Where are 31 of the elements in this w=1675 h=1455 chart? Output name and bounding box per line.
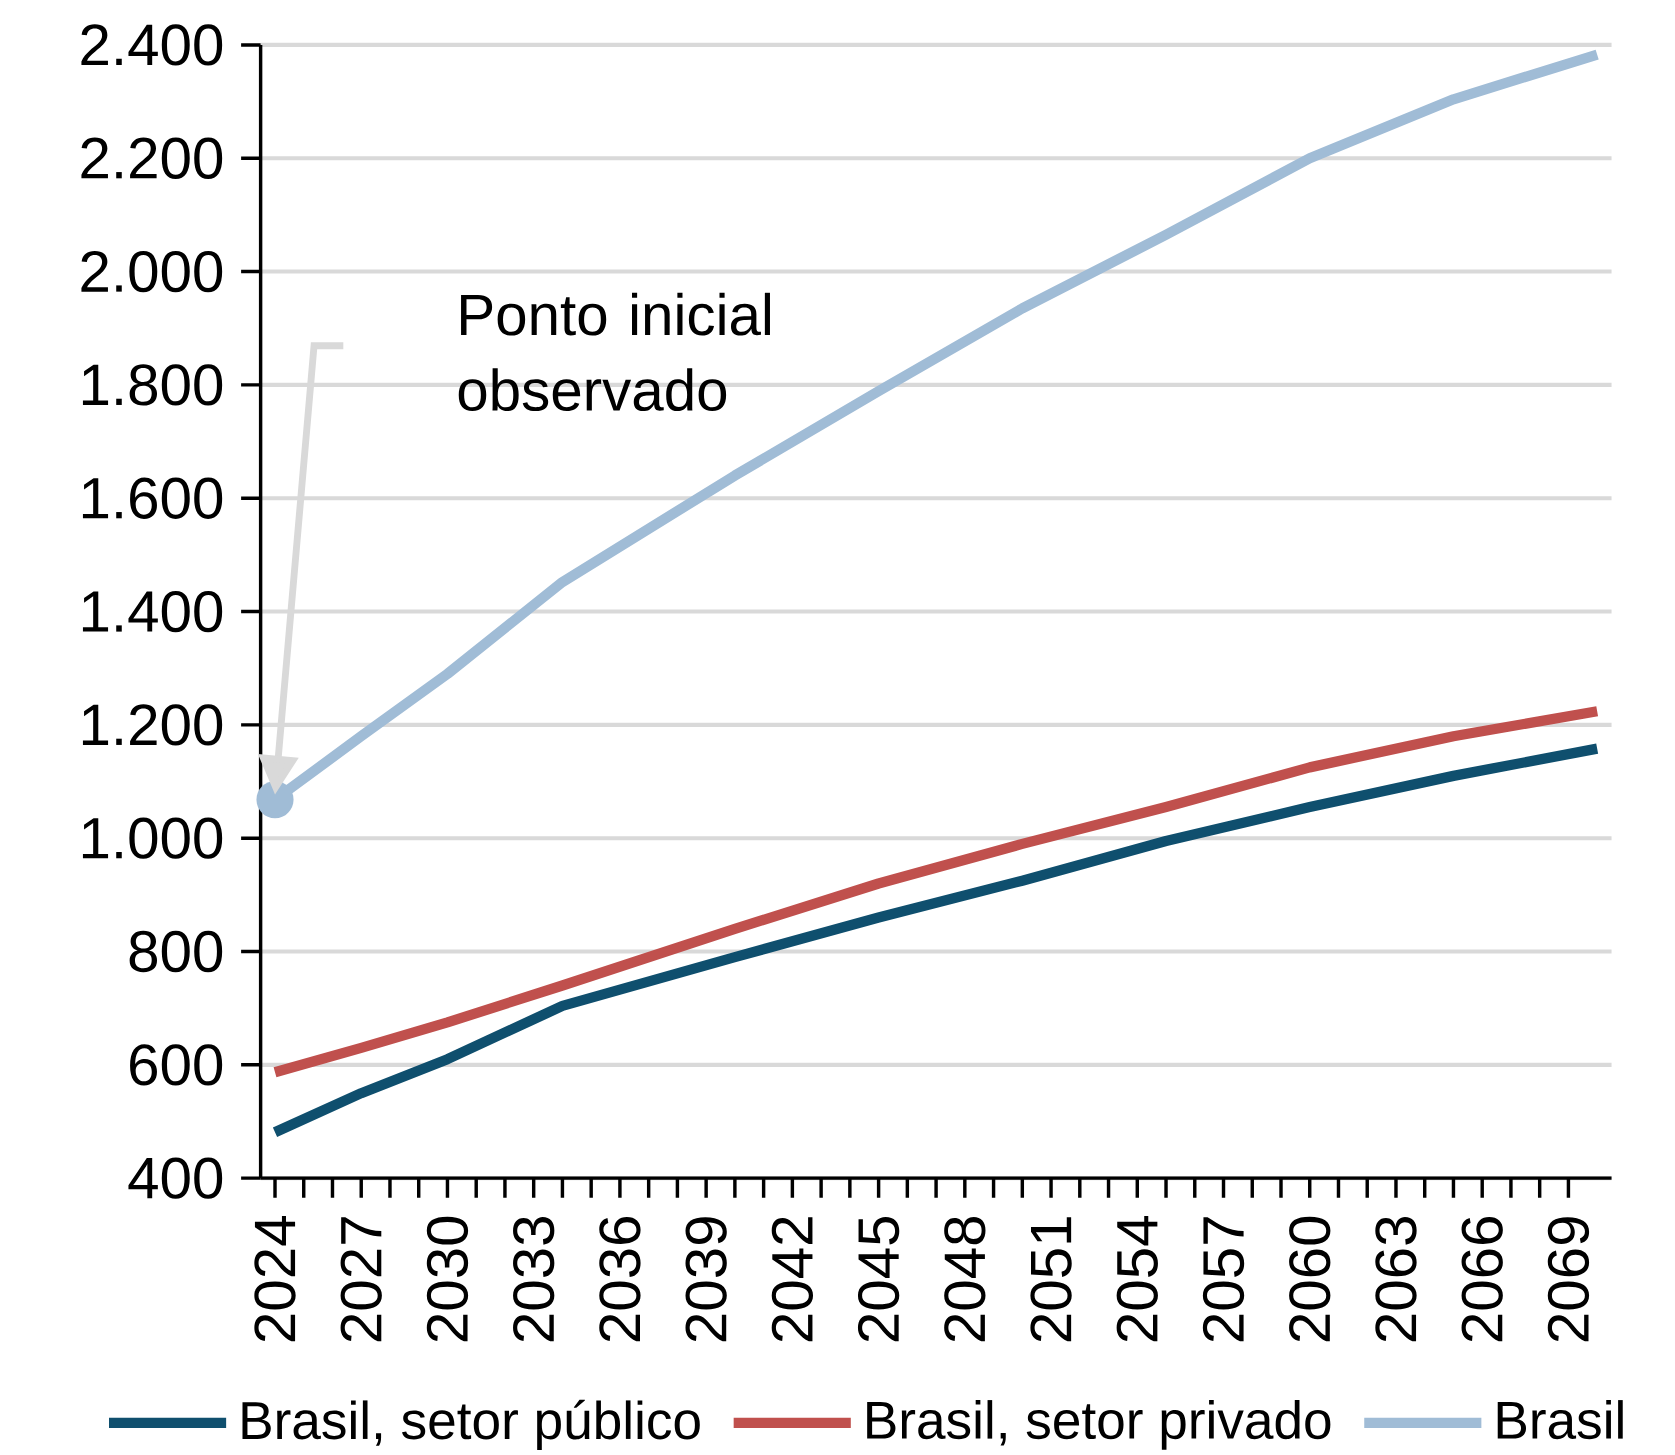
annotation: Ponto inicial observado [458,292,770,411]
y-tick-label: 2.000 [81,250,223,293]
x-tick-label: 2030 [426,1216,469,1341]
y-tick-label: 2.400 [81,24,223,66]
x-tick-label: 2042 [771,1217,814,1341]
x-tick-label: 2063 [1375,1216,1417,1341]
y-tick-label: 1.000 [82,817,223,859]
x-tick-label: 2051 [1030,1217,1072,1341]
x-tick-label: 2033 [513,1216,555,1341]
legend-label: Brasil, setor público [242,1399,700,1450]
x-tick-label: 2045 [857,1216,900,1341]
y-tick-label: 1.400 [82,590,223,633]
legend-label: Brasil [1497,1399,1623,1439]
x-tick-label: 2048 [944,1216,986,1341]
x-tick-label: 2069 [1547,1216,1590,1341]
y-tick-label: 1.200 [82,704,223,746]
x-tick-label: 2060 [1289,1216,1331,1341]
x-tick-label: 2039 [685,1216,727,1341]
x-tick-label: 2054 [1116,1215,1158,1341]
x-tick-label: 2036 [599,1216,641,1341]
y-tick-label: 400 [128,1157,223,1199]
y-tick-label: 1.800 [82,364,223,406]
x-tick-label: 2066 [1461,1216,1503,1341]
x-tick-label: 2057 [1202,1217,1245,1341]
x-tick-label: 2027 [340,1217,382,1341]
y-tick-label: 600 [130,1044,223,1086]
legend-label: Brasil, setor privado [867,1399,1331,1450]
x-tick-label: 2024 [254,1215,296,1341]
y-tick-label: 1.600 [82,477,223,519]
y-tick-label: 800 [129,930,223,972]
y-tick-label: 2.200 [81,137,223,179]
